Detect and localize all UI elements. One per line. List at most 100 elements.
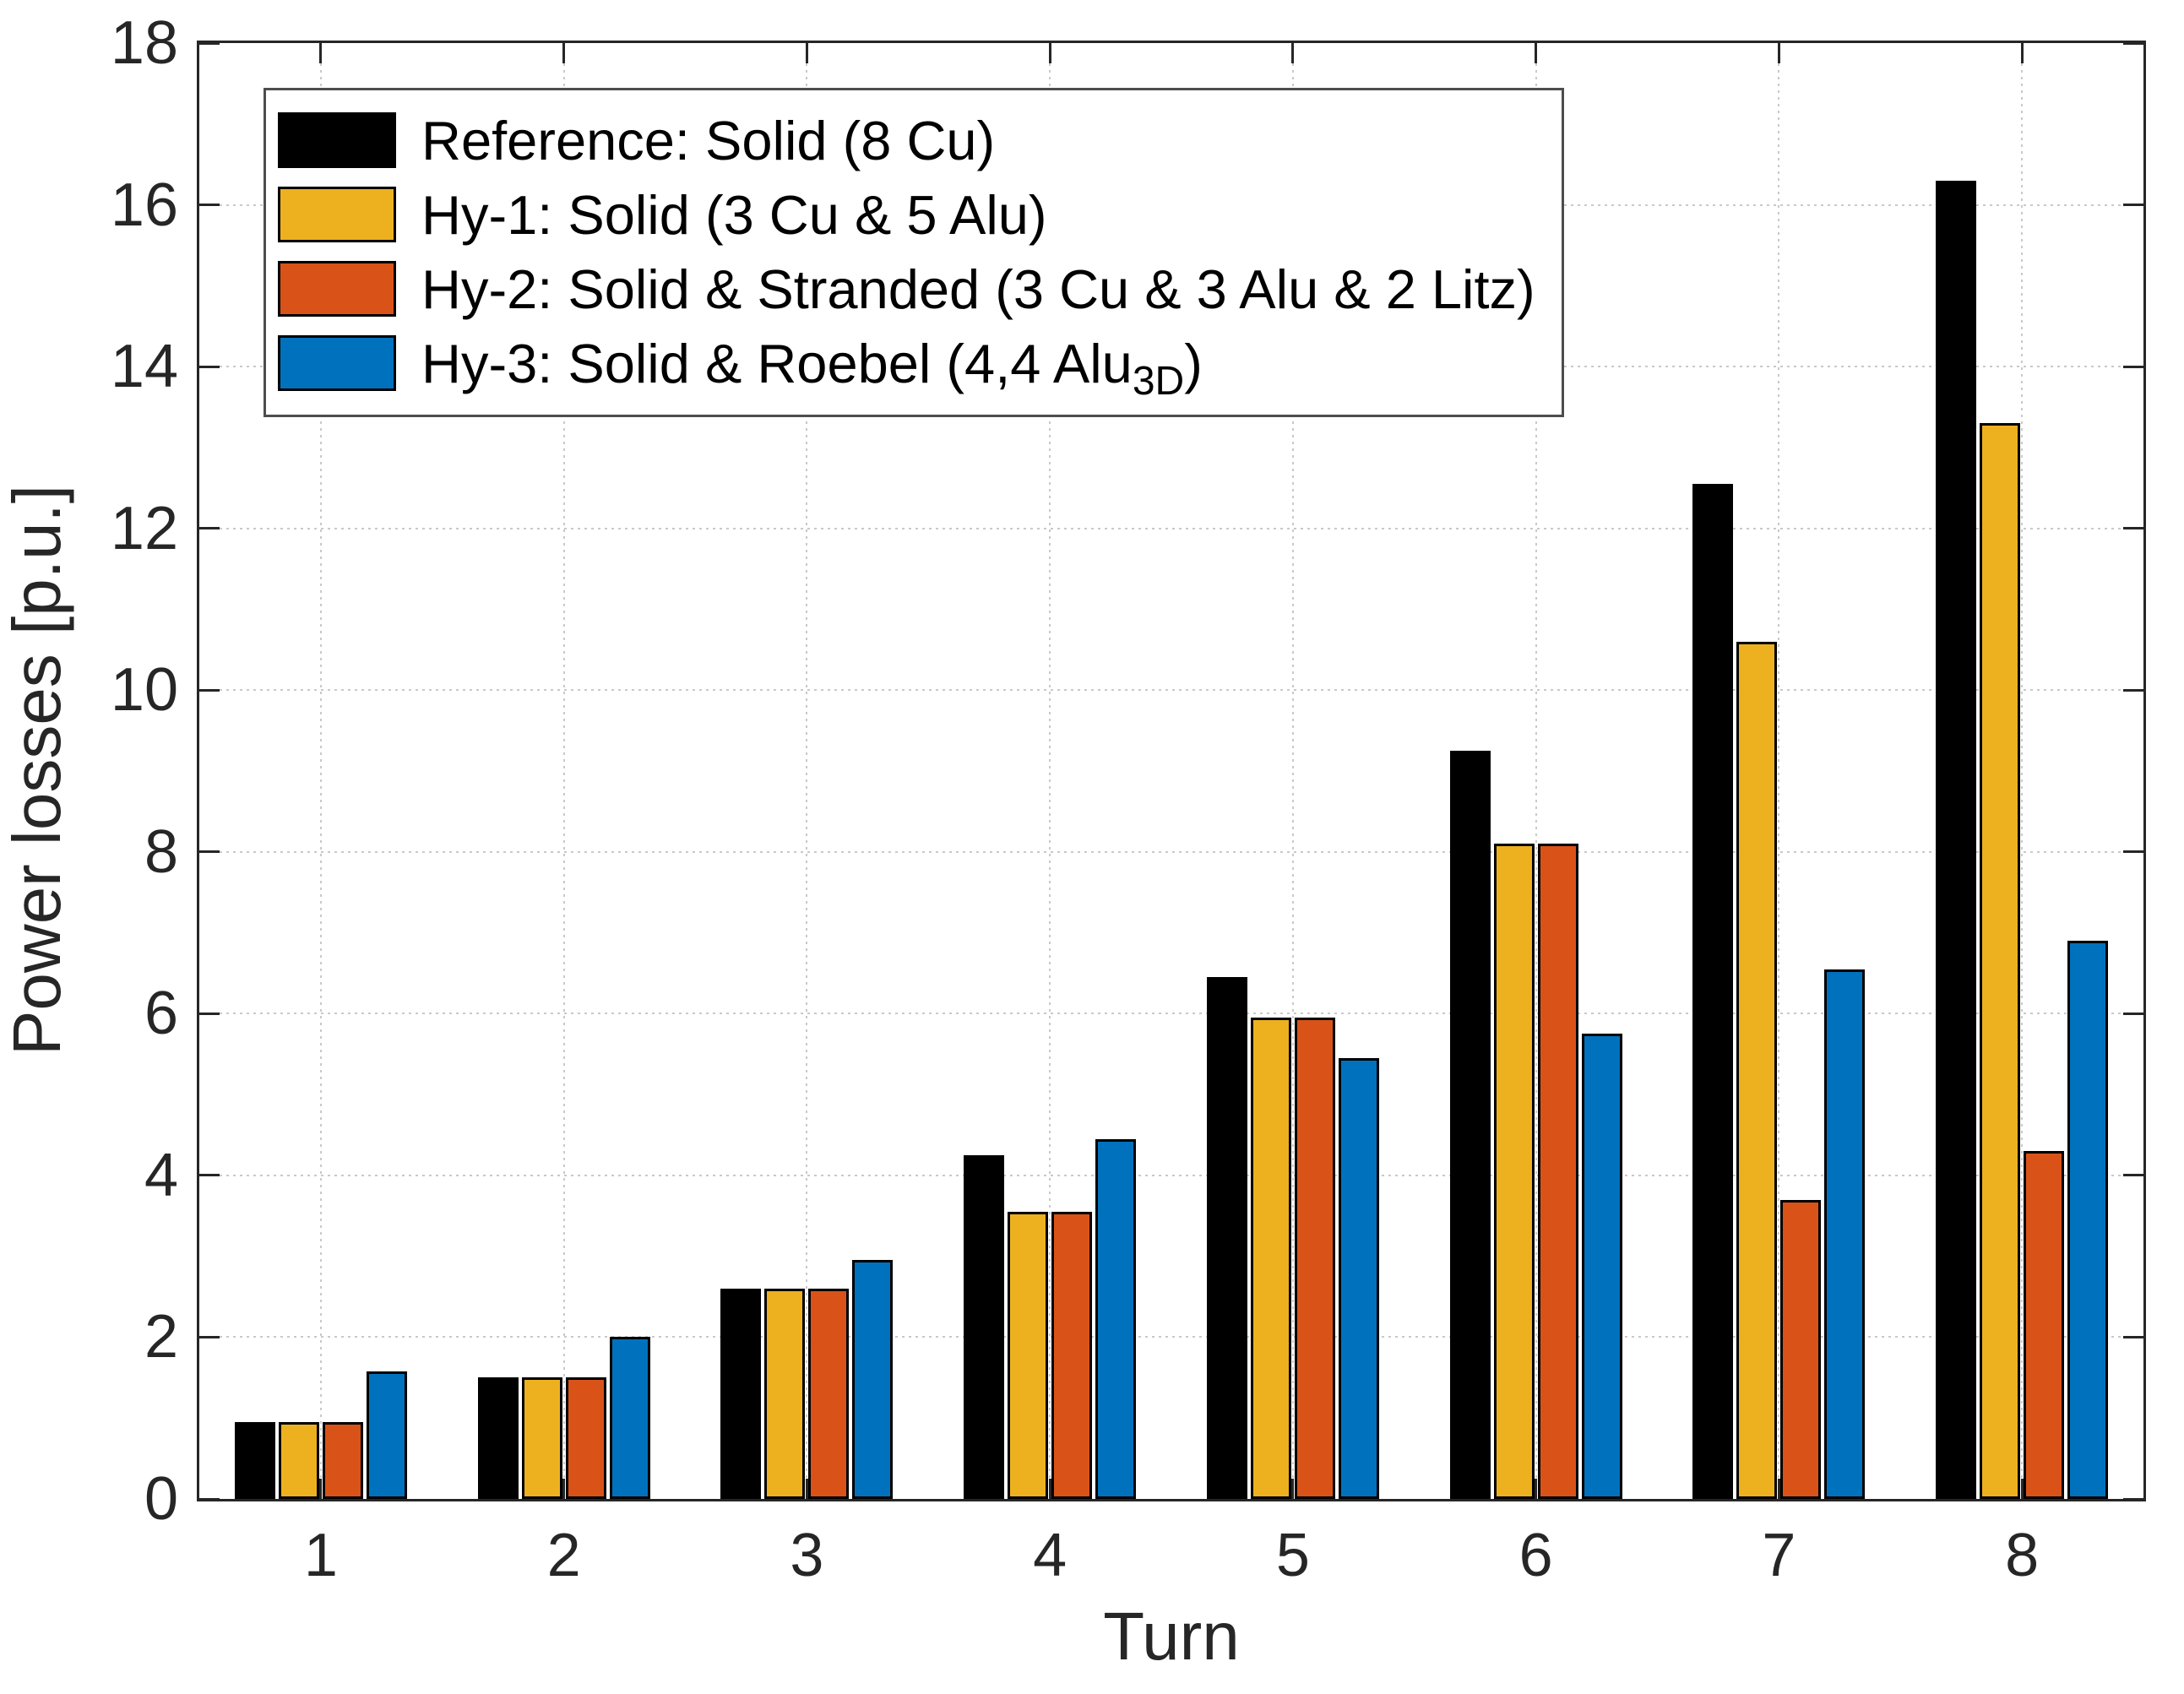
bar-turn7-series4 xyxy=(1824,969,1866,1499)
x-tick-mark xyxy=(805,43,808,63)
bar-turn2-series2 xyxy=(521,1377,562,1499)
bar-turn8-series1 xyxy=(1936,180,1977,1499)
bar-turn5-series4 xyxy=(1338,1058,1379,1499)
y-axis-label: Power losses [p.u.] xyxy=(0,485,74,1056)
y-tick-mark xyxy=(199,1012,220,1015)
y-tick-label: 18 xyxy=(110,9,178,77)
legend-swatch xyxy=(278,261,396,317)
x-tick-label: 6 xyxy=(1518,1522,1553,1589)
bar-turn1-series2 xyxy=(278,1422,319,1499)
x-tick-mark xyxy=(1777,43,1780,63)
x-tick-mark xyxy=(1291,1479,1295,1499)
legend-label: Hy-2: Solid & Stranded (3 Cu & 3 Alu & 2… xyxy=(421,258,1535,320)
y-tick-label: 4 xyxy=(144,1141,178,1209)
x-tick-label: 3 xyxy=(790,1522,824,1589)
y-tick-label: 0 xyxy=(144,1465,178,1533)
bar-turn6-series3 xyxy=(1537,844,1578,1499)
x-tick-mark xyxy=(2020,43,2024,63)
y-tick-label: 16 xyxy=(110,171,178,239)
gridline-vertical xyxy=(1778,43,1780,1499)
x-tick-mark xyxy=(1291,43,1295,63)
gridline-horizontal xyxy=(199,850,2143,853)
bar-turn6-series1 xyxy=(1449,751,1491,1499)
y-tick-mark xyxy=(2123,1335,2143,1338)
x-tick-label: 8 xyxy=(2005,1522,2040,1589)
bar-turn1-series4 xyxy=(366,1371,407,1499)
bar-turn6-series2 xyxy=(1493,844,1535,1499)
x-tick-mark xyxy=(1048,43,1051,63)
x-tick-mark xyxy=(319,43,323,63)
bar-turn2-series1 xyxy=(477,1377,519,1499)
bar-turn3-series2 xyxy=(764,1288,806,1499)
y-tick-label: 10 xyxy=(110,656,178,725)
legend-swatch xyxy=(278,187,396,242)
y-tick-mark xyxy=(199,204,220,207)
y-tick-mark xyxy=(199,688,220,692)
y-tick-mark xyxy=(2123,1497,2143,1501)
gridline-horizontal xyxy=(199,1013,2143,1015)
legend-label: Hy-3: Solid & Roebel (4,4 Alu3D) xyxy=(421,332,1203,404)
legend-swatch xyxy=(278,335,396,391)
legend-label: Reference: Solid (8 Cu) xyxy=(421,109,996,171)
bar-turn2-series3 xyxy=(565,1377,606,1499)
legend-swatch xyxy=(278,112,396,168)
y-tick-mark xyxy=(199,850,220,854)
gridline-horizontal xyxy=(199,527,2143,529)
x-tick-mark xyxy=(2020,1479,2024,1499)
x-tick-label: 5 xyxy=(1275,1522,1310,1589)
y-tick-mark xyxy=(199,1174,220,1177)
y-tick-mark xyxy=(2123,1012,2143,1015)
bar-turn8-series3 xyxy=(2024,1151,2065,1499)
bar-turn4-series1 xyxy=(964,1154,1005,1499)
bar-turn1-series1 xyxy=(234,1422,275,1499)
bar-turn3-series4 xyxy=(852,1260,894,1499)
y-tick-mark xyxy=(199,41,220,45)
legend-item-1: Reference: Solid (8 Cu) xyxy=(266,103,1562,177)
y-tick-mark xyxy=(2123,1174,2143,1177)
x-axis-label: Turn xyxy=(1103,1599,1240,1674)
x-tick-mark xyxy=(1535,1479,1538,1499)
y-tick-mark xyxy=(2123,527,2143,530)
gridline-vertical xyxy=(1535,43,1537,1499)
y-tick-mark xyxy=(2123,688,2143,692)
bar-turn1-series3 xyxy=(322,1422,363,1499)
x-tick-label: 7 xyxy=(1762,1522,1796,1589)
y-tick-label: 2 xyxy=(144,1303,178,1371)
y-tick-label: 14 xyxy=(110,333,178,401)
y-tick-mark xyxy=(199,527,220,530)
bar-turn2-series4 xyxy=(609,1337,650,1499)
y-tick-label: 8 xyxy=(144,817,178,886)
bar-turn7-series3 xyxy=(1780,1199,1822,1499)
gridline-vertical xyxy=(1049,43,1051,1499)
legend-item-4: Hy-3: Solid & Roebel (4,4 Alu3D) xyxy=(266,326,1562,404)
y-tick-mark xyxy=(199,1335,220,1338)
y-tick-label: 6 xyxy=(144,980,178,1048)
gridline-horizontal xyxy=(199,1174,2143,1176)
gridline-vertical xyxy=(806,43,808,1499)
bar-turn4-series2 xyxy=(1008,1212,1049,1499)
x-tick-mark xyxy=(562,1479,566,1499)
legend-item-2: Hy-1: Solid (3 Cu & 5 Alu) xyxy=(266,177,1562,252)
legend-label: Hy-1: Solid (3 Cu & 5 Alu) xyxy=(421,183,1047,246)
y-tick-label: 12 xyxy=(110,494,178,562)
x-tick-mark xyxy=(1048,1479,1051,1499)
legend: Reference: Solid (8 Cu) Hy-1: Solid (3 Cu… xyxy=(263,88,1564,417)
gridline-horizontal xyxy=(199,1336,2143,1338)
y-tick-mark xyxy=(199,365,220,368)
x-tick-mark xyxy=(1535,43,1538,63)
gridline-horizontal xyxy=(199,689,2143,692)
x-tick-mark xyxy=(1777,1479,1780,1499)
x-tick-label: 4 xyxy=(1033,1522,1068,1589)
x-tick-label: 2 xyxy=(546,1522,581,1589)
bar-turn7-series2 xyxy=(1736,641,1778,1499)
y-tick-mark xyxy=(2123,850,2143,854)
bar-turn6-series4 xyxy=(1581,1034,1622,1499)
bar-turn4-series4 xyxy=(1095,1138,1137,1499)
legend-item-3: Hy-2: Solid & Stranded (3 Cu & 3 Alu & 2… xyxy=(266,252,1562,326)
bar-turn5-series3 xyxy=(1294,1018,1335,1499)
bar-turn8-series4 xyxy=(2067,941,2109,1499)
bar-turn7-series1 xyxy=(1692,484,1734,1499)
gridline-vertical xyxy=(1291,43,1294,1499)
bar-turn5-series2 xyxy=(1250,1018,1291,1499)
